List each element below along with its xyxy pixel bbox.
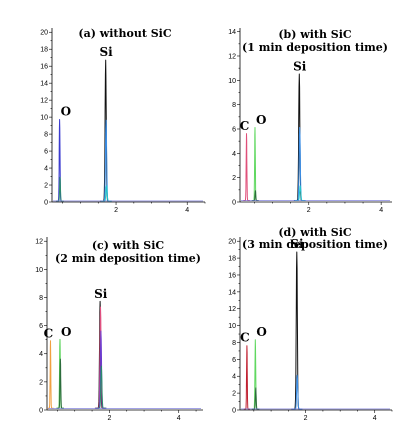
y-tick-label: 0 (39, 408, 43, 415)
panel-title: (2 min deposition time) (55, 252, 201, 265)
y-tick-label: 8 (39, 295, 43, 302)
spectrum-panel-3: 0 2 4 6 8 10 12 2 4 C O Si (c) with SiC(2 min deposi… (35, 237, 203, 422)
y-tick-label: 4 (232, 151, 236, 158)
y-tick-label: 2 (39, 379, 43, 386)
spectrum-panel-1: 0 2 4 6 8 10 12 14 16 18 20 2 4 O Si (a) without SiC (40, 27, 206, 214)
y-tick-label: 14 (228, 289, 236, 296)
peak-trace-si (291, 374, 303, 410)
panel-title: (d) with SiC (278, 226, 352, 239)
y-tick-label: 6 (232, 357, 236, 364)
peak-label-o: O (61, 325, 71, 339)
y-tick-label: 0 (44, 200, 48, 207)
y-tick-label: 6 (44, 149, 48, 156)
peak-trace-si (100, 185, 113, 202)
x-tick-label: 2 (307, 207, 311, 214)
x-tick-label: 2 (107, 415, 111, 422)
peak-label-si: Si (94, 287, 108, 301)
y-tick-label: 12 (228, 53, 236, 60)
y-tick-label: 10 (228, 323, 236, 330)
peak-label-o: O (256, 325, 266, 339)
peak-trace-o (56, 176, 65, 202)
x-tick-label: 4 (185, 207, 189, 214)
peak-label-si: Si (290, 237, 304, 251)
panel-title: (b) with SiC (278, 28, 352, 41)
spectrum-panel-2: 0 2 4 6 8 10 12 14 2 4 C O Si (b) with SiC(1 min depo… (228, 28, 392, 214)
peak-trace-c (242, 133, 251, 201)
y-tick-label: 10 (35, 267, 43, 274)
panel-title: (c) with SiC (92, 239, 165, 252)
y-tick-label: 4 (44, 166, 48, 173)
y-tick-label: 16 (40, 64, 48, 71)
y-tick-label: 6 (232, 126, 236, 133)
spectrum-panel-4: 0 2 4 6 8 10 12 14 16 18 20 2 4 C O Si(d) with SiC(3 mi… (228, 226, 393, 422)
y-tick-label: 2 (232, 175, 236, 182)
y-tick-label: 14 (40, 81, 48, 88)
peak-label-si: Si (293, 59, 307, 73)
y-tick-label: 8 (232, 340, 236, 347)
x-tick-label: 4 (177, 415, 181, 422)
y-tick-label: 14 (228, 29, 236, 36)
y-tick-label: 12 (40, 98, 48, 105)
peak-trace-o (251, 387, 260, 410)
x-tick-label: 2 (304, 415, 308, 422)
x-tick-label: 2 (114, 207, 118, 214)
peak-label-c: C (44, 326, 54, 340)
y-tick-label: 8 (232, 102, 236, 109)
panel-title: (1 min deposition time) (242, 41, 388, 54)
y-tick-label: 18 (228, 256, 236, 263)
peak-trace-c (47, 340, 54, 409)
peak-label-c: C (240, 331, 250, 345)
y-tick-label: 6 (39, 323, 43, 330)
peak-trace-o (251, 190, 259, 201)
y-tick-label: 0 (232, 408, 236, 415)
y-tick-label: 12 (228, 306, 236, 313)
x-tick-label: 4 (379, 207, 383, 214)
panel-title: (a) without SiC (78, 27, 171, 40)
y-tick-label: 0 (232, 200, 236, 207)
y-tick-label: 4 (39, 351, 43, 358)
peak-label-si: Si (99, 45, 113, 59)
y-tick-label: 8 (44, 132, 48, 139)
peak-label-c: C (240, 119, 250, 133)
y-tick-label: 12 (35, 239, 43, 246)
y-tick-label: 4 (232, 374, 236, 381)
peak-label-o: O (256, 113, 266, 127)
peak-trace-o (251, 127, 259, 201)
y-tick-label: 20 (228, 239, 236, 246)
y-tick-label: 2 (232, 391, 236, 398)
peak-trace-c (243, 345, 251, 410)
x-tick-label: 4 (373, 415, 377, 422)
peak-label-o: O (61, 105, 71, 119)
y-tick-label: 16 (228, 272, 236, 279)
y-tick-label: 10 (40, 115, 48, 122)
y-tick-label: 18 (40, 47, 48, 54)
panel-title: (3 min deposition time) (242, 238, 388, 251)
y-tick-label: 10 (228, 78, 236, 85)
y-tick-label: 2 (44, 183, 48, 190)
y-tick-label: 20 (40, 30, 48, 37)
